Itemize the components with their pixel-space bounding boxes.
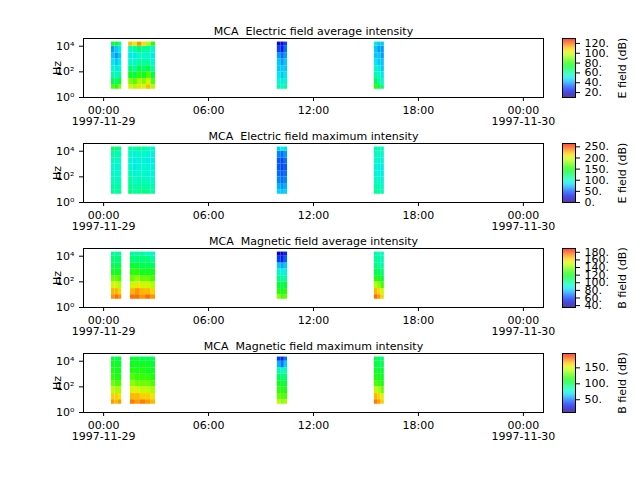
svg-text:12:00: 12:00: [298, 209, 330, 222]
svg-text:Hz: Hz: [51, 376, 64, 390]
svg-text:100.: 100.: [584, 46, 609, 60]
svg-text:60.: 60.: [584, 66, 602, 80]
svg-text:120.: 120.: [584, 268, 609, 282]
svg-text:MCA Electric field average in: MCA Electric field average intensity: [214, 25, 414, 38]
svg-text:MCA Magnetic field average in: MCA Magnetic field average intensity: [209, 235, 418, 248]
svg-text:160.: 160.: [584, 253, 609, 267]
svg-text:00:001997-11-29: 00:001997-11-29: [72, 104, 136, 128]
svg-text:10²: 10²: [56, 380, 75, 394]
svg-text:00:001997-11-30: 00:001997-11-30: [491, 209, 555, 233]
svg-text:40.: 40.: [584, 299, 602, 313]
svg-text:180.: 180.: [585, 246, 610, 259]
svg-text:10⁴: 10⁴: [56, 250, 75, 263]
svg-text:0.: 0.: [585, 196, 596, 209]
svg-text:06:00: 06:00: [193, 104, 225, 117]
svg-text:10⁴: 10⁴: [56, 355, 75, 368]
svg-text:12:00: 12:00: [298, 419, 330, 432]
svg-text:140.: 140.: [584, 261, 609, 275]
svg-text:10⁰: 10⁰: [56, 91, 75, 104]
svg-text:18:00: 18:00: [403, 209, 435, 222]
svg-text:10⁰: 10⁰: [56, 406, 75, 419]
svg-text:B field (dB): B field (dB): [616, 352, 629, 413]
svg-text:18:00: 18:00: [403, 104, 435, 117]
svg-text:100.: 100.: [584, 276, 609, 290]
svg-text:00:001997-11-29: 00:001997-11-29: [72, 314, 136, 338]
svg-text:50.: 50.: [585, 393, 603, 406]
svg-text:00:001997-11-30: 00:001997-11-30: [491, 104, 555, 128]
svg-text:10²: 10²: [56, 65, 75, 79]
svg-text:80.: 80.: [584, 56, 602, 70]
svg-text:40.: 40.: [584, 76, 602, 90]
svg-text:100.: 100.: [585, 377, 610, 390]
svg-text:50.: 50.: [585, 185, 603, 198]
svg-text:00:001997-11-29: 00:001997-11-29: [72, 209, 136, 233]
svg-text:06:00: 06:00: [193, 209, 225, 222]
svg-text:10⁰: 10⁰: [56, 301, 75, 314]
svg-text:10⁴: 10⁴: [56, 145, 75, 158]
svg-text:E field (dB): E field (dB): [616, 38, 629, 99]
svg-text:06:00: 06:00: [193, 314, 225, 327]
svg-text:150.: 150.: [585, 163, 610, 176]
svg-text:18:00: 18:00: [403, 314, 435, 327]
svg-text:10²: 10²: [56, 170, 75, 184]
svg-text:250.: 250.: [585, 140, 610, 153]
svg-text:120.: 120.: [585, 37, 610, 50]
svg-text:MCA Magnetic field maximum in: MCA Magnetic field maximum intensity: [204, 340, 424, 353]
svg-text:10²: 10²: [56, 275, 75, 289]
svg-text:Hz: Hz: [51, 166, 64, 180]
svg-text:12:00: 12:00: [298, 314, 330, 327]
svg-text:20.: 20.: [584, 86, 602, 100]
svg-text:00:001997-11-29: 00:001997-11-29: [72, 419, 136, 443]
svg-text:00:001997-11-30: 00:001997-11-30: [491, 314, 555, 338]
svg-text:B field (dB): B field (dB): [616, 247, 629, 308]
svg-text:E field (dB): E field (dB): [616, 143, 629, 204]
svg-text:10⁴: 10⁴: [56, 40, 75, 53]
svg-text:06:00: 06:00: [193, 419, 225, 432]
svg-text:00:001997-11-30: 00:001997-11-30: [491, 419, 555, 443]
svg-text:Hz: Hz: [51, 271, 64, 285]
svg-text:Hz: Hz: [51, 61, 64, 75]
svg-text:MCA Electric field maximum in: MCA Electric field maximum intensity: [209, 130, 419, 143]
svg-text:18:00: 18:00: [403, 419, 435, 432]
svg-text:150.: 150.: [585, 361, 610, 374]
svg-text:12:00: 12:00: [298, 104, 330, 117]
svg-text:80.: 80.: [584, 283, 602, 297]
svg-text:10⁰: 10⁰: [56, 196, 75, 209]
svg-text:100.: 100.: [585, 174, 610, 187]
svg-text:200.: 200.: [585, 151, 610, 164]
svg-text:60.: 60.: [584, 291, 602, 305]
